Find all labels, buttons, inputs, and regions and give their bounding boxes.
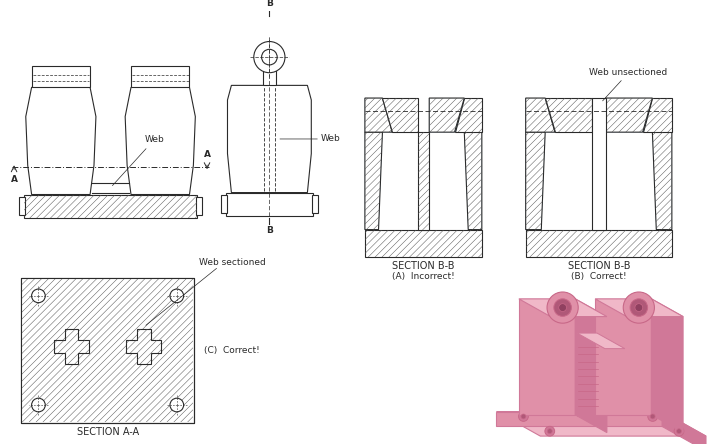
Bar xyxy=(263,70,277,85)
Polygon shape xyxy=(545,98,592,132)
Circle shape xyxy=(651,414,655,419)
Polygon shape xyxy=(429,98,464,132)
Polygon shape xyxy=(606,98,653,132)
Text: SECTION B-B: SECTION B-B xyxy=(567,261,630,271)
Polygon shape xyxy=(526,132,545,230)
Polygon shape xyxy=(365,230,482,257)
Circle shape xyxy=(521,414,526,419)
Polygon shape xyxy=(24,194,197,218)
Circle shape xyxy=(677,429,682,434)
Polygon shape xyxy=(526,98,555,132)
Polygon shape xyxy=(26,87,96,194)
Text: (A)  Incorrect!: (A) Incorrect! xyxy=(392,272,455,281)
Polygon shape xyxy=(125,87,196,194)
Bar xyxy=(131,66,189,87)
Circle shape xyxy=(648,412,658,421)
Circle shape xyxy=(623,292,654,323)
Text: B: B xyxy=(266,226,273,235)
Polygon shape xyxy=(497,412,706,436)
Bar xyxy=(221,195,227,213)
Polygon shape xyxy=(643,98,672,132)
Polygon shape xyxy=(577,333,625,349)
Text: Web unsectioned: Web unsectioned xyxy=(589,67,667,77)
Circle shape xyxy=(635,304,643,312)
Text: SECTION B-B: SECTION B-B xyxy=(392,261,455,271)
Polygon shape xyxy=(54,329,89,364)
Circle shape xyxy=(559,304,567,312)
Text: SECTION A-A: SECTION A-A xyxy=(77,428,139,437)
Polygon shape xyxy=(519,299,575,415)
Circle shape xyxy=(674,426,684,436)
Text: A: A xyxy=(204,151,211,159)
Circle shape xyxy=(547,429,552,434)
Circle shape xyxy=(32,289,45,303)
Polygon shape xyxy=(22,279,193,422)
Polygon shape xyxy=(225,193,313,216)
Polygon shape xyxy=(54,329,89,364)
Text: Web: Web xyxy=(321,135,341,143)
Polygon shape xyxy=(464,132,482,230)
Polygon shape xyxy=(455,98,482,132)
Polygon shape xyxy=(383,98,417,132)
Polygon shape xyxy=(526,230,672,257)
Polygon shape xyxy=(455,98,482,132)
Polygon shape xyxy=(519,299,607,317)
Polygon shape xyxy=(643,98,672,132)
Polygon shape xyxy=(497,412,662,426)
Text: Web sectioned: Web sectioned xyxy=(199,258,266,267)
Polygon shape xyxy=(383,98,417,132)
Polygon shape xyxy=(464,132,482,230)
Polygon shape xyxy=(577,333,597,416)
Polygon shape xyxy=(526,132,545,230)
Polygon shape xyxy=(653,132,672,230)
Polygon shape xyxy=(365,230,482,257)
Polygon shape xyxy=(417,132,429,230)
Text: (C)  Correct!: (C) Correct! xyxy=(204,346,260,355)
Bar xyxy=(313,195,318,213)
Circle shape xyxy=(518,412,529,421)
Polygon shape xyxy=(24,194,197,218)
Polygon shape xyxy=(227,85,311,193)
Circle shape xyxy=(554,299,571,317)
Polygon shape xyxy=(595,299,651,415)
Polygon shape xyxy=(126,329,161,364)
Polygon shape xyxy=(429,98,464,132)
Polygon shape xyxy=(595,299,683,317)
Circle shape xyxy=(261,49,277,65)
Bar xyxy=(21,278,194,423)
Polygon shape xyxy=(662,412,706,444)
Circle shape xyxy=(630,299,648,317)
Polygon shape xyxy=(653,132,672,230)
Polygon shape xyxy=(592,98,606,230)
Bar xyxy=(19,198,25,215)
Text: Web: Web xyxy=(113,135,165,186)
Polygon shape xyxy=(22,279,193,422)
Polygon shape xyxy=(365,98,392,132)
Text: (B)  Correct!: (B) Correct! xyxy=(571,272,627,281)
Polygon shape xyxy=(606,98,653,132)
Polygon shape xyxy=(526,230,672,257)
Bar xyxy=(32,66,90,87)
Bar xyxy=(196,198,202,215)
Polygon shape xyxy=(575,299,607,432)
Circle shape xyxy=(547,292,578,323)
Circle shape xyxy=(170,289,183,303)
Polygon shape xyxy=(365,132,383,230)
Polygon shape xyxy=(417,132,429,230)
Circle shape xyxy=(545,426,554,436)
Text: A: A xyxy=(11,175,17,184)
Polygon shape xyxy=(651,299,683,432)
Polygon shape xyxy=(545,98,592,132)
Circle shape xyxy=(254,42,285,73)
Circle shape xyxy=(32,398,45,412)
Polygon shape xyxy=(365,98,392,132)
Polygon shape xyxy=(526,98,555,132)
Polygon shape xyxy=(126,329,161,364)
Circle shape xyxy=(170,398,183,412)
Polygon shape xyxy=(54,329,89,364)
Polygon shape xyxy=(365,132,383,230)
Polygon shape xyxy=(126,329,161,364)
Bar xyxy=(21,278,194,423)
Text: B: B xyxy=(266,0,273,8)
